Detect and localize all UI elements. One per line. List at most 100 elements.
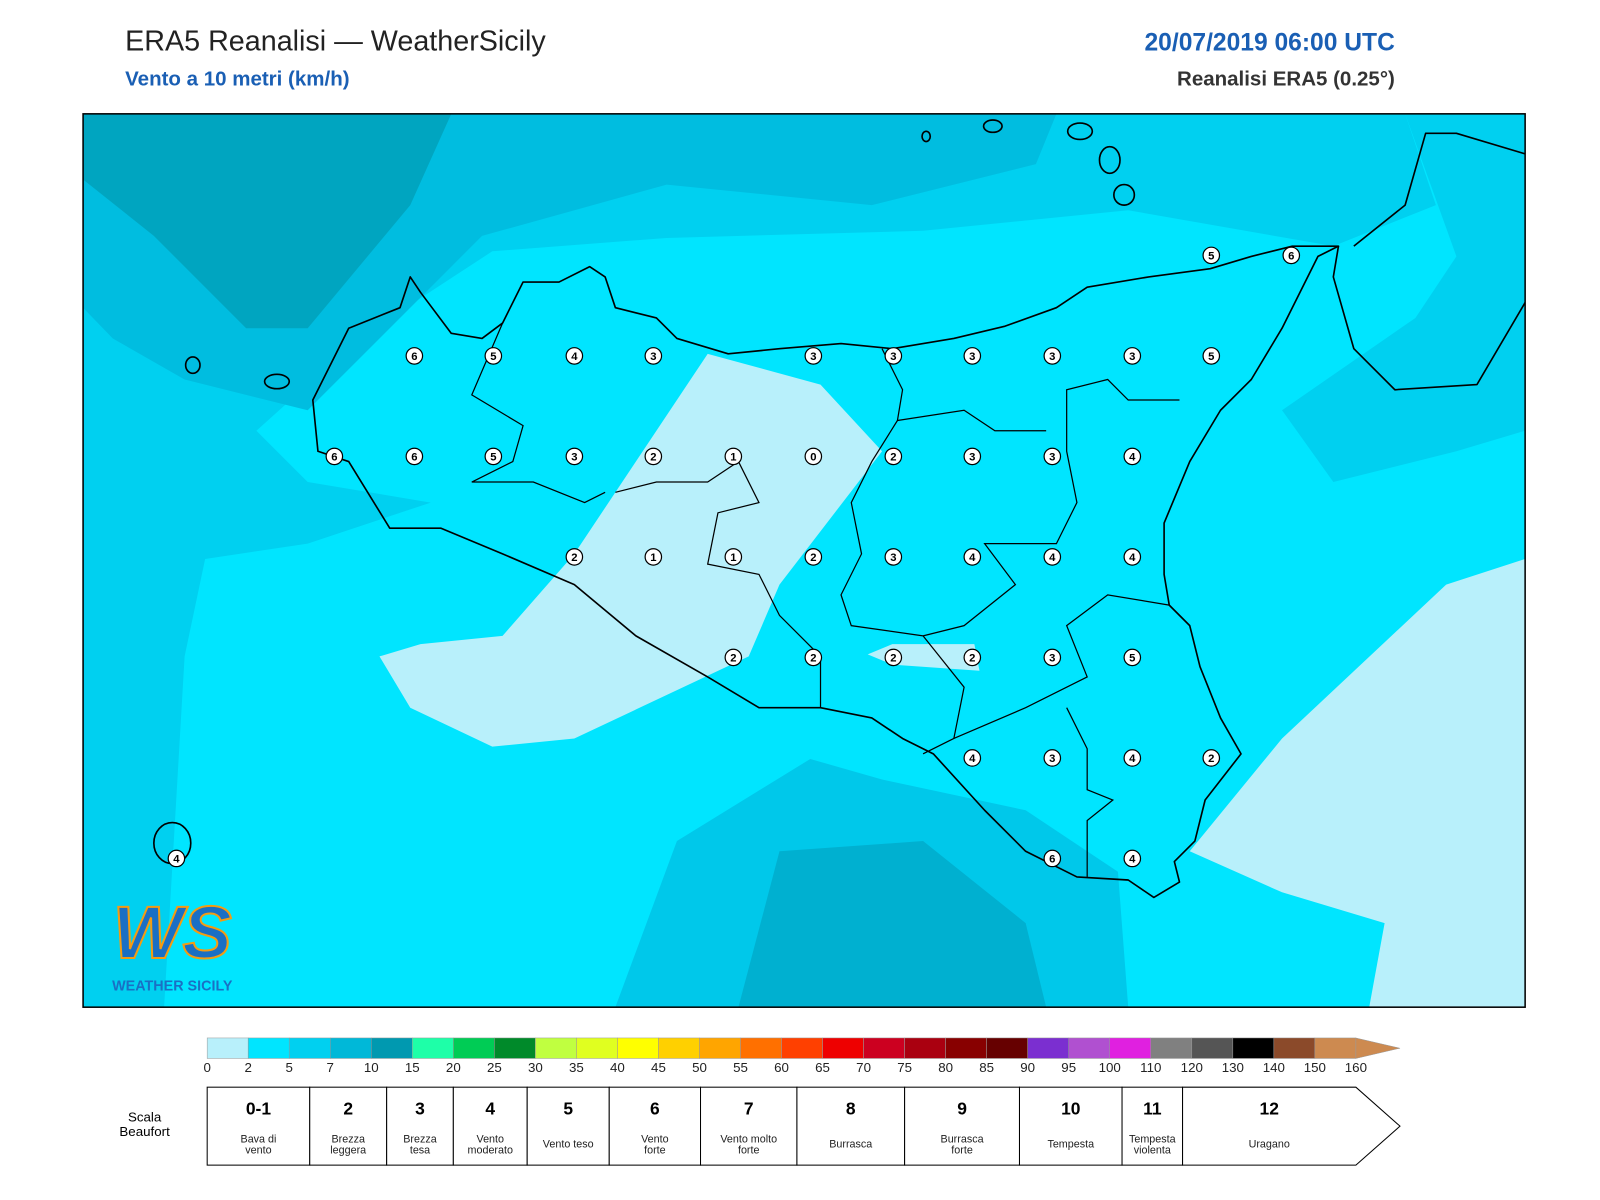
island: [982, 119, 1003, 134]
beaufort-force: 2: [343, 1098, 353, 1118]
beaufort-description: leggera: [330, 1145, 366, 1157]
colorbar-tick-label: 45: [651, 1060, 666, 1075]
station-marker: [963, 447, 982, 466]
map-frame: [82, 113, 1526, 1008]
station-value: 3: [571, 451, 577, 463]
colorbar-segment: [658, 1037, 700, 1059]
station-value: 4: [173, 853, 180, 865]
station-value: 2: [1208, 753, 1214, 765]
beaufort-box: [1121, 1086, 1184, 1166]
island: [184, 356, 201, 375]
station-marker: [565, 347, 584, 365]
colorbar-segment: [904, 1037, 946, 1059]
station-marker: [484, 447, 503, 466]
station-value: 3: [1049, 351, 1055, 363]
colorbar-segment: [1027, 1037, 1069, 1059]
calabria-coast: [1332, 246, 1526, 391]
colorbar: 0 2 5 7 10 15 20 25 30 35 40 45 50 55 60 65 70 75 80 85 90 95…: [203, 1037, 1401, 1075]
station-marker: [804, 548, 823, 566]
colorbar-segment: [945, 1037, 987, 1059]
colorbar-tick-label: 60: [774, 1060, 789, 1075]
station-value: 1: [650, 552, 656, 564]
province-border: [1066, 707, 1115, 877]
beaufort-box: [1182, 1086, 1401, 1166]
beaufort-box: [526, 1086, 610, 1166]
station-value: 2: [890, 451, 896, 463]
province-border: [840, 348, 1180, 637]
beaufort-force: 7: [744, 1098, 754, 1118]
station-value: 5: [490, 351, 496, 363]
beaufort-description: Brezza: [403, 1133, 436, 1145]
colorbar-segment: [699, 1037, 741, 1059]
beaufort-description: Vento molto: [720, 1133, 777, 1145]
colorbar-tick-label: 85: [979, 1060, 994, 1075]
island: [1098, 145, 1121, 175]
island: [921, 130, 932, 143]
station-value: 6: [1288, 250, 1294, 262]
station-marker: [1202, 347, 1221, 365]
colorbar-extend: [1355, 1037, 1401, 1059]
beaufort-label: Beaufort: [119, 1124, 170, 1139]
colorbar-tick-label: 90: [1020, 1060, 1035, 1075]
station-marker: [963, 548, 982, 566]
colorbar-segment: [329, 1037, 372, 1059]
station-value: 5: [490, 451, 496, 463]
beaufort-box: [608, 1086, 702, 1166]
colorbar-segment: [1068, 1037, 1110, 1059]
station-value: 4: [1129, 853, 1136, 865]
beaufort-description: vento: [245, 1145, 271, 1157]
island: [263, 373, 291, 390]
station-value: 4: [1129, 753, 1136, 765]
station-marker: [1123, 749, 1142, 767]
station-value: 2: [890, 652, 896, 664]
colorbar-tick-label: 5: [286, 1060, 293, 1075]
station-value: 3: [1129, 351, 1135, 363]
station-value: 6: [1049, 853, 1055, 865]
beaufort-description: moderato: [468, 1145, 513, 1157]
colorbar-tick-label: 70: [856, 1060, 871, 1075]
colorbar-tick-label: 2: [244, 1060, 251, 1075]
contour: [379, 353, 883, 747]
station-value: 0: [810, 451, 816, 463]
map-area: 6 5 4 3 3 3 3 3 3 5 5 6 6 6 5 3 2 1 0 2 3 3 4 2 1 1 2 3 4 4 4 2 2 2 2 3 5 4 3 4…: [83, 113, 1526, 1008]
station-marker: [325, 447, 344, 466]
title: ERA5 Reanalisi — WeatherSicily: [125, 26, 546, 58]
beaufort-force: 11: [1143, 1098, 1162, 1118]
station-marker: [1123, 447, 1142, 466]
station-value: 3: [1049, 451, 1055, 463]
colorbar-tick-label: 50: [692, 1060, 707, 1075]
beaufort-box: [386, 1086, 454, 1166]
station-marker: [1123, 347, 1142, 365]
colorbar-segment: [1232, 1037, 1275, 1059]
colorbar-tick-label: 150: [1304, 1060, 1326, 1075]
station-value: 3: [969, 451, 975, 463]
station-marker: [724, 548, 743, 566]
station-value: 4: [969, 552, 976, 564]
station-value: 3: [890, 351, 896, 363]
beaufort-description: Vento: [641, 1133, 669, 1145]
beaufort-description: forte: [644, 1145, 666, 1157]
station-value: 3: [650, 351, 656, 363]
station-marker: [565, 548, 584, 566]
station-marker: [1282, 246, 1301, 265]
beaufort-description: forte: [738, 1145, 760, 1157]
station-value: 5: [1208, 351, 1214, 363]
colorbar-segment: [1314, 1037, 1357, 1059]
colorbar-segment: [412, 1037, 454, 1059]
station-marker: [804, 447, 823, 466]
beaufort-description: Tempesta: [1047, 1138, 1094, 1150]
station-marker: [884, 648, 903, 667]
colorbar-segment: [740, 1037, 782, 1059]
colorbar-segment: [863, 1037, 905, 1059]
colorbar-segment: [206, 1037, 249, 1059]
beaufort-force: 9: [957, 1098, 967, 1118]
colorbar-tick-label: 0: [203, 1060, 210, 1075]
colorbar-tick-label: 110: [1140, 1060, 1161, 1075]
station-value: 3: [969, 351, 975, 363]
colorbar-tick-label: 30: [528, 1060, 543, 1075]
sicily-coast: [312, 245, 1340, 899]
beaufort-force: 12: [1260, 1098, 1279, 1118]
station-value: 4: [571, 351, 578, 363]
colorbar-segment: [781, 1037, 823, 1059]
